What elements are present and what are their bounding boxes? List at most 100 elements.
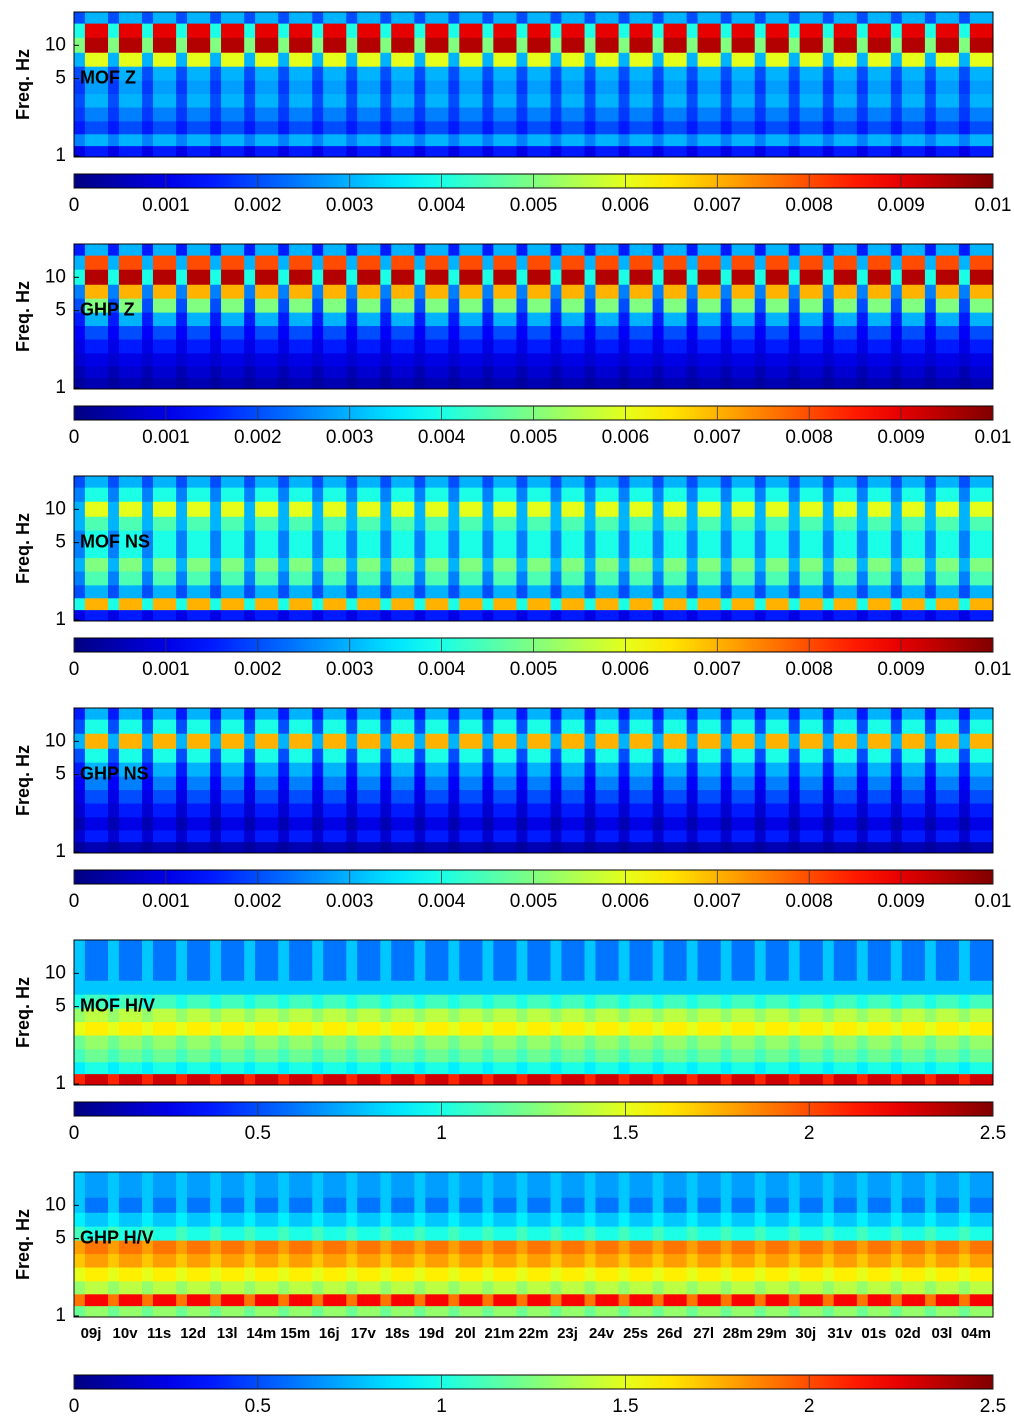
day-cell bbox=[152, 597, 177, 611]
night-cell bbox=[788, 1253, 801, 1268]
night-cell bbox=[822, 377, 835, 390]
night-cell bbox=[584, 352, 596, 367]
night-cell bbox=[74, 1305, 86, 1318]
night-cell bbox=[278, 940, 290, 952]
colorbar-tick-label: 0.003 bbox=[326, 659, 374, 680]
day-cell bbox=[833, 312, 858, 327]
day-cell bbox=[697, 719, 722, 734]
night-cell bbox=[176, 501, 188, 517]
colorbar-tick-label: 1 bbox=[436, 1396, 447, 1416]
night-cell bbox=[958, 708, 971, 720]
night-cell bbox=[176, 284, 188, 299]
night-cell bbox=[924, 284, 937, 299]
night-cell bbox=[652, 52, 665, 67]
day-cell bbox=[595, 80, 620, 95]
night-cell bbox=[618, 1240, 630, 1255]
day-cell bbox=[731, 841, 756, 854]
day-cell bbox=[697, 66, 722, 81]
day-cell bbox=[901, 829, 926, 843]
night-cell bbox=[754, 609, 767, 622]
night-cell bbox=[720, 325, 733, 340]
night-cell bbox=[890, 544, 903, 559]
day-cell bbox=[731, 829, 756, 843]
day-cell bbox=[187, 120, 211, 135]
day-cell bbox=[799, 107, 824, 122]
day-cell bbox=[187, 1172, 211, 1184]
night-cell bbox=[414, 377, 426, 390]
day-cell bbox=[84, 1183, 109, 1198]
night-cell bbox=[176, 557, 188, 572]
night-cell bbox=[448, 1008, 460, 1023]
night-cell bbox=[142, 829, 154, 843]
night-cell bbox=[754, 1305, 767, 1318]
night-cell bbox=[890, 708, 903, 720]
night-cell bbox=[278, 980, 290, 995]
day-cell bbox=[833, 597, 858, 611]
night-cell bbox=[856, 609, 869, 622]
day-cell bbox=[391, 1183, 415, 1198]
night-cell bbox=[686, 1073, 699, 1086]
day-cell bbox=[221, 965, 245, 981]
day-cell bbox=[663, 339, 688, 354]
day-cell bbox=[935, 1240, 960, 1255]
day-cell bbox=[425, 1280, 449, 1295]
day-cell bbox=[697, 52, 722, 67]
day-cell bbox=[459, 816, 483, 831]
day-cell bbox=[561, 145, 586, 158]
night-cell bbox=[210, 244, 222, 256]
day-cell bbox=[765, 1226, 790, 1241]
day-cell bbox=[663, 776, 688, 791]
night-cell bbox=[720, 145, 733, 158]
day-cell bbox=[187, 571, 211, 586]
night-cell bbox=[720, 762, 733, 777]
day-cell bbox=[629, 339, 654, 354]
night-cell bbox=[142, 284, 154, 299]
night-cell bbox=[278, 1240, 290, 1255]
night-cell bbox=[788, 107, 801, 122]
day-cell bbox=[187, 803, 211, 818]
day-cell bbox=[152, 557, 177, 572]
day-cell bbox=[799, 994, 824, 1009]
day-cell bbox=[323, 1183, 347, 1198]
day-cell bbox=[84, 516, 109, 531]
day-cell bbox=[901, 816, 926, 831]
day-cell bbox=[289, 816, 313, 831]
day-cell bbox=[289, 107, 313, 122]
day-cell bbox=[425, 762, 449, 777]
y-axis-label: Freq. Hz bbox=[13, 513, 33, 584]
day-cell bbox=[765, 66, 790, 81]
night-cell bbox=[584, 1172, 596, 1184]
night-cell bbox=[788, 1305, 801, 1318]
night-cell bbox=[380, 244, 392, 256]
night-cell bbox=[108, 1267, 120, 1282]
night-cell bbox=[652, 1240, 665, 1255]
day-cell bbox=[221, 80, 245, 95]
day-cell bbox=[255, 762, 279, 777]
night-cell bbox=[686, 312, 699, 327]
night-cell bbox=[210, 269, 222, 285]
day-cell bbox=[152, 1008, 177, 1023]
night-cell bbox=[346, 255, 358, 270]
day-cell bbox=[357, 841, 381, 854]
night-cell bbox=[346, 816, 358, 831]
night-cell bbox=[652, 1008, 665, 1023]
night-cell bbox=[618, 1226, 630, 1241]
night-cell bbox=[142, 776, 154, 791]
day-cell bbox=[493, 244, 517, 256]
day-cell bbox=[527, 1061, 552, 1075]
day-cell bbox=[561, 762, 586, 777]
night-cell bbox=[958, 609, 971, 622]
night-cell bbox=[414, 93, 426, 108]
day-cell bbox=[289, 501, 313, 517]
night-cell bbox=[108, 530, 120, 545]
day-cell bbox=[459, 352, 483, 367]
day-cell bbox=[357, 23, 381, 38]
day-cell bbox=[323, 965, 347, 981]
x-tick-label: 18s bbox=[385, 1325, 410, 1342]
day-cell bbox=[357, 1073, 381, 1086]
day-cell bbox=[561, 23, 586, 38]
night-cell bbox=[788, 255, 801, 270]
day-cell bbox=[765, 1305, 790, 1318]
night-cell bbox=[142, 312, 154, 327]
night-cell bbox=[550, 1305, 562, 1318]
